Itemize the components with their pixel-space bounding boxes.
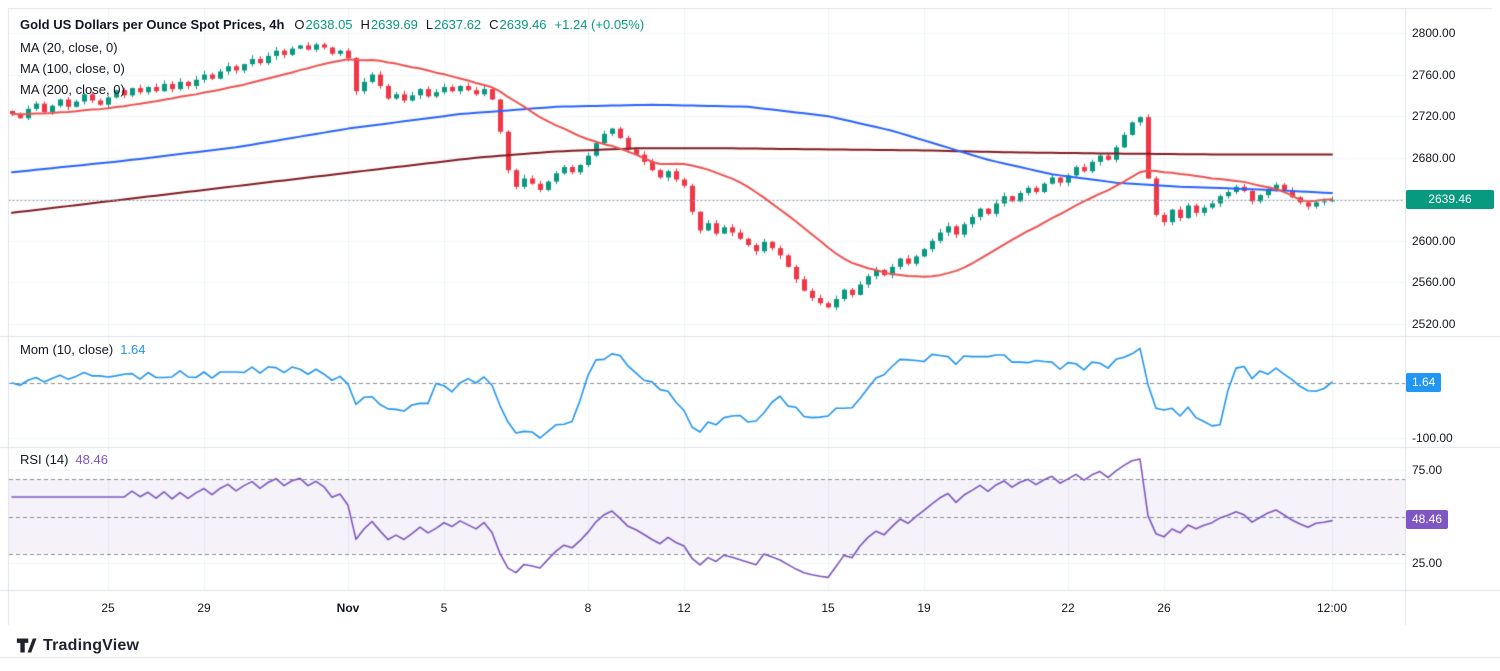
ohlc-value: 2638.05 — [305, 17, 353, 32]
ohlc-value: 2639.46 — [499, 17, 547, 32]
last-price-badge: 2639.46 — [1406, 190, 1494, 209]
ohlc-key: C — [489, 17, 499, 32]
ma100-legend[interactable]: MA (100, close, 0) — [20, 61, 125, 76]
momentum-value-badge: 1.64 — [1406, 373, 1442, 392]
ohlc-key: H — [360, 17, 370, 32]
ohlc-value: 2639.69 — [370, 17, 418, 32]
tradingview-logo[interactable]: TradingView — [16, 635, 139, 656]
tradingview-wordmark: TradingView — [43, 636, 140, 654]
rsi-value-badge: 48.46 — [1406, 510, 1449, 529]
main-legend-row[interactable]: Gold US Dollars per Ounce Spot Prices, 4… — [20, 17, 644, 32]
momentum-legend[interactable]: Mom (10, close) 1.64 — [20, 342, 146, 357]
rsi-legend-label: RSI (14) — [20, 452, 69, 467]
tradingview-logo-icon — [16, 638, 37, 653]
ma20-legend[interactable]: MA (20, close, 0) — [20, 40, 118, 55]
rsi-legend[interactable]: RSI (14) 48.46 — [20, 452, 108, 467]
ohlc-values: O2638.05 H2639.69 L2637.62 C2639.46 — [294, 17, 554, 32]
ohlc-key: O — [294, 17, 305, 32]
rsi-legend-value: 48.46 — [75, 452, 108, 467]
momentum-legend-value: 1.64 — [120, 342, 146, 357]
symbol-title[interactable]: Gold US Dollars per Ounce Spot Prices, 4… — [20, 17, 285, 32]
price-change: +1.24 (+0.05%) — [554, 17, 645, 32]
ohlc-value: 2637.62 — [434, 17, 482, 32]
ohlc-key: L — [425, 17, 434, 32]
ma200-legend[interactable]: MA (200, close, 0) — [20, 82, 125, 97]
momentum-legend-label: Mom (10, close) — [20, 342, 114, 357]
